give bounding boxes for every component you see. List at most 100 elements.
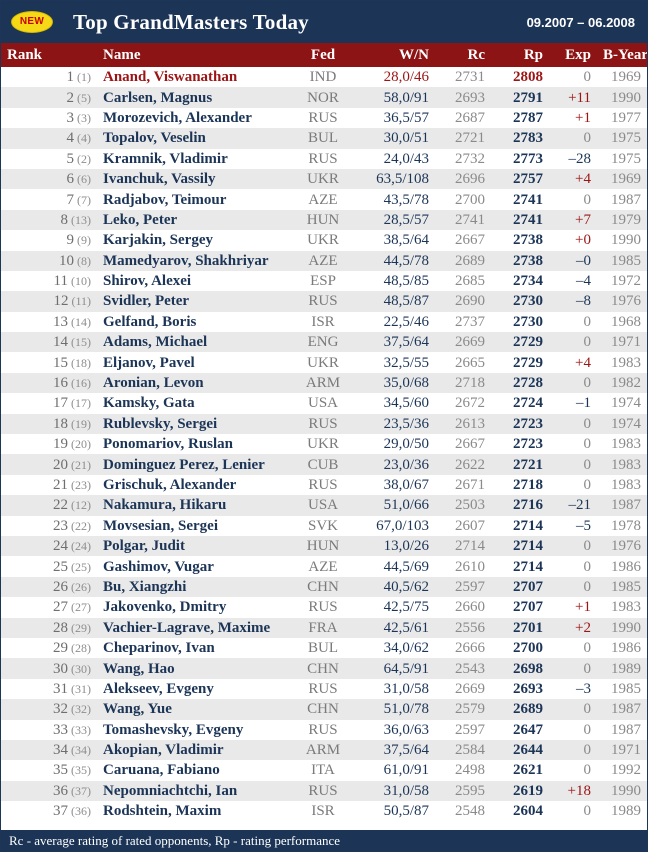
column-header-exp[interactable]: Exp <box>549 43 597 67</box>
table-row[interactable]: 36 (37) Nepomniachtchi, Ian RUS 31,0/58 2595 2… <box>1 780 647 802</box>
cell-player-name[interactable]: Nepomniachtchi, Ian <box>103 782 238 799</box>
cell-player-name[interactable]: Tomashevsky, Evgeny <box>103 721 244 738</box>
table-row[interactable]: 15 (18) Eljanov, Pavel UKR 32,5/55 2665 2729 +4… <box>1 352 647 373</box>
column-header-rank[interactable]: Rank <box>1 43 97 67</box>
rank-value: 14 <box>53 334 68 351</box>
cell-player-name[interactable]: Alekseev, Evgeny <box>103 680 214 697</box>
table-row[interactable]: 22 (12) Nakamura, Hikaru USA 51,0/66 2503 2716… <box>1 495 647 516</box>
cell-score: 48,5/87 <box>383 293 429 310</box>
cell-rc: 2622 <box>455 456 485 473</box>
table-row[interactable]: 13 (14) Gelfand, Boris ISR 22,5/46 2737 2730 0 1… <box>1 311 647 333</box>
table-row[interactable]: 28 (29) Vachier-Lagrave, Maxime FRA 42,5/61 2… <box>1 617 647 638</box>
cell-score: 51,0/78 <box>383 701 429 718</box>
cell-rp: 2689 <box>513 701 543 718</box>
cell-player-name[interactable]: Kramnik, Vladimir <box>103 150 228 167</box>
cell-player-name[interactable]: Dominguez Perez, Lenier <box>103 456 265 473</box>
cell-player-name[interactable]: Cheparinov, Ivan <box>103 640 215 657</box>
cell-player-name[interactable]: Movsesian, Sergei <box>103 517 218 534</box>
table-row[interactable]: 14 (15) Adams, Michael ENG 37,5/64 2669 2729 0 1… <box>1 332 647 353</box>
cell-exp: 0 <box>583 558 592 575</box>
cell-player-name[interactable]: Adams, Michael <box>103 334 208 351</box>
table-row[interactable]: 8 (13) Leko, Peter HUN 28,5/57 2741 2741 +7 1979 <box>1 209 647 231</box>
cell-player-name[interactable]: Eljanov, Pavel <box>103 354 195 371</box>
table-row[interactable]: 11 (10) Shirov, Alexei ESP 48,5/85 2685 2734 –4… <box>1 270 647 292</box>
cell-federation: ITA <box>311 762 335 779</box>
cell-rank: 19 (20) <box>1 434 97 454</box>
table-row[interactable]: 18 (19) Rublevsky, Sergei RUS 23,5/36 2613 272… <box>1 413 647 435</box>
table-row[interactable]: 1 (1) Anand, Viswanathan IND 28,0/46 2731 2808… <box>1 67 647 88</box>
cell-player-name[interactable]: Radjabov, Teimour <box>103 191 227 208</box>
column-header-byear[interactable]: B-Year <box>597 43 647 67</box>
column-header-name[interactable]: Name <box>97 43 295 67</box>
table-row[interactable]: 26 (26) Bu, Xiangzhi CHN 40,5/62 2597 2707 0 198… <box>1 576 647 598</box>
table-row[interactable]: 6 (6) Ivanchuk, Vassily UKR 63,5/108 2696 2757… <box>1 168 647 190</box>
cell-player-name[interactable]: Gashimov, Vugar <box>103 558 214 575</box>
cell-rank: 14 (15) <box>1 332 97 352</box>
table-row[interactable]: 21 (23) Grischuk, Alexander RUS 38,0/67 2671 2… <box>1 474 647 496</box>
table-row[interactable]: 32 (32) Wang, Yue CHN 51,0/78 2579 2689 0 1987 <box>1 699 647 720</box>
table-row[interactable]: 31 (31) Alekseev, Evgeny RUS 31,0/58 2669 2693… <box>1 678 647 700</box>
previous-rank-value: (31) <box>71 681 91 696</box>
cell-rc: 2721 <box>455 130 485 147</box>
table-row[interactable]: 5 (2) Kramnik, Vladimir RUS 24,0/43 2732 2773 –… <box>1 148 647 169</box>
cell-score: 32,5/55 <box>383 354 429 371</box>
table-row[interactable]: 37 (36) Rodshtein, Maxim ISR 50,5/87 2548 2604… <box>1 801 647 822</box>
cell-player-name[interactable]: Mamedyarov, Shakhriyar <box>103 252 269 269</box>
cell-player-name[interactable]: Jakovenko, Dmitry <box>103 599 227 616</box>
cell-player-name[interactable]: Vachier-Lagrave, Maxime <box>103 619 271 636</box>
table-row[interactable]: 20 (21) Dominguez Perez, Lenier CUB 23,0/36 2… <box>1 454 647 475</box>
table-row[interactable]: 23 (22) Movsesian, Sergei SVK 67,0/103 2607 27… <box>1 515 647 536</box>
cell-player-name[interactable]: Gelfand, Boris <box>103 313 197 330</box>
table-row[interactable]: 2 (5) Carlsen, Magnus NOR 58,0/91 2693 2791 +11… <box>1 87 647 108</box>
table-row[interactable]: 19 (20) Ponomariov, Ruslan UKR 29,0/50 2667 27… <box>1 434 647 455</box>
cell-player-name[interactable]: Wang, Yue <box>103 701 172 718</box>
previous-rank-value: (9) <box>77 233 91 248</box>
column-header-wn[interactable]: W/N <box>351 43 435 67</box>
rank-value: 29 <box>53 640 68 657</box>
cell-player-name[interactable]: Akopian, Vladimir <box>103 742 224 759</box>
cell-player-name[interactable]: Leko, Peter <box>103 211 178 228</box>
table-row[interactable]: 34 (34) Akopian, Vladimir ARM 37,5/64 2584 264… <box>1 739 647 761</box>
table-row[interactable]: 7 (7) Radjabov, Teimour AZE 43,5/78 2700 2741 0… <box>1 189 647 210</box>
column-header-rc[interactable]: Rc <box>435 43 491 67</box>
table-row[interactable]: 12 (11) Svidler, Peter RUS 48,5/87 2690 2730 –8… <box>1 291 647 312</box>
cell-player-name[interactable]: Morozevich, Alexander <box>103 109 252 126</box>
cell-player-name[interactable]: Nakamura, Hikaru <box>103 497 227 514</box>
table-row[interactable]: 17 (17) Kamsky, Gata USA 34,5/60 2672 2724 –1 19… <box>1 393 647 414</box>
cell-player-name[interactable]: Rublevsky, Sergei <box>103 415 218 432</box>
cell-player-name[interactable]: Kamsky, Gata <box>103 395 195 412</box>
cell-player-name[interactable]: Bu, Xiangzhi <box>103 578 187 595</box>
table-row[interactable]: 9 (9) Karjakin, Sergey UKR 38,5/64 2667 2738 +0… <box>1 230 647 251</box>
cell-player-name[interactable]: Caruana, Fabiano <box>103 762 220 779</box>
cell-player-name[interactable]: Topalov, Veselin <box>103 130 206 147</box>
column-header-fed[interactable]: Fed <box>295 43 351 67</box>
cell-player-name[interactable]: Carlsen, Magnus <box>103 89 213 106</box>
cell-player-name[interactable]: Karjakin, Sergey <box>103 232 213 249</box>
cell-player-name[interactable]: Anand, Viswanathan <box>103 69 238 86</box>
table-row[interactable]: 4 (4) Topalov, Veselin BUL 30,0/51 2721 2783 0 1… <box>1 128 647 149</box>
cell-rank: 29 (28) <box>1 638 97 658</box>
table-row[interactable]: 24 (24) Polgar, Judit HUN 13,0/26 2714 2714 0 19… <box>1 535 647 557</box>
column-header-rp[interactable]: Rp <box>491 43 549 67</box>
cell-player-name[interactable]: Shirov, Alexei <box>103 273 192 290</box>
cell-player-name[interactable]: Ivanchuk, Vassily <box>103 171 216 188</box>
table-row[interactable]: 27 (27) Jakovenko, Dmitry RUS 42,5/75 2660 270… <box>1 597 647 618</box>
cell-player-name[interactable]: Polgar, Judit <box>103 538 185 555</box>
table-row[interactable]: 3 (3) Morozevich, Alexander RUS 36,5/57 2687 2… <box>1 107 647 129</box>
table-row[interactable]: 33 (33) Tomashevsky, Evgeny RUS 36,0/63 2597 2… <box>1 719 647 740</box>
table-body: 1 (1) Anand, Viswanathan IND 28,0/46 2731 2808… <box>1 67 647 822</box>
cell-player-name[interactable]: Svidler, Peter <box>103 293 190 310</box>
table-row[interactable]: 29 (28) Cheparinov, Ivan BUL 34,0/62 2666 2700… <box>1 637 647 659</box>
rank-value: 1 <box>66 69 75 86</box>
cell-player-name[interactable]: Aronian, Levon <box>103 375 204 392</box>
cell-player-name[interactable]: Wang, Hao <box>103 660 175 677</box>
cell-player-name[interactable]: Rodshtein, Maxim <box>103 803 222 820</box>
cell-player-name[interactable]: Ponomariov, Ruslan <box>103 436 234 453</box>
table-row[interactable]: 16 (16) Aronian, Levon ARM 35,0/68 2718 2728 0 1… <box>1 372 647 394</box>
table-row[interactable]: 35 (35) Caruana, Fabiano ITA 61,0/91 2498 2621… <box>1 760 647 781</box>
table-row[interactable]: 30 (30) Wang, Hao CHN 64,5/91 2543 2698 0 1989 <box>1 658 647 679</box>
cell-player-name[interactable]: Grischuk, Alexander <box>103 477 237 493</box>
cell-score: 28,0/46 <box>383 69 429 86</box>
table-row[interactable]: 10 (8) Mamedyarov, Shakhriyar AZE 44,5/78 268… <box>1 250 647 271</box>
table-row[interactable]: 25 (25) Gashimov, Vugar AZE 44,5/69 2610 2714 0… <box>1 556 647 577</box>
